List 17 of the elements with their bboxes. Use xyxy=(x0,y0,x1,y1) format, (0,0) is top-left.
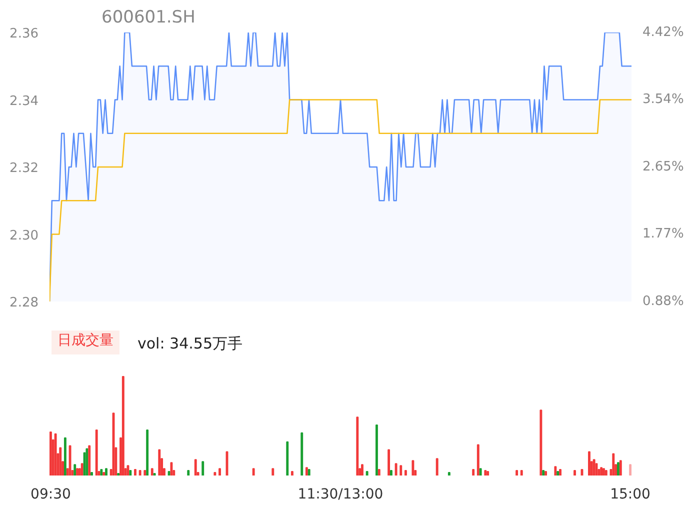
y-tick-label: 2.36 xyxy=(10,26,39,42)
chart-title: 日成交量 xyxy=(58,332,114,348)
y-tick-label: 2.30 xyxy=(10,228,39,244)
line-series xyxy=(50,99,632,302)
y2-tick-label: 1.77% xyxy=(642,226,684,242)
y2-tick-label: 2.65% xyxy=(642,160,684,174)
y2-tick-label: 4.42% xyxy=(642,25,684,40)
y2-tick-label: 0.88% xyxy=(642,294,684,309)
y2-tick-label: 3.54% xyxy=(642,92,684,107)
y-tick-label: 2.34 xyxy=(10,94,39,109)
x-tick-label: 09:30 xyxy=(30,486,71,502)
x-tick-label: 15:00 xyxy=(610,486,650,502)
chart-title: 600601.SH xyxy=(102,8,196,28)
y-tick-label: 2.32 xyxy=(10,161,39,176)
y-tick-label: 2.28 xyxy=(10,296,39,310)
text: vol: 34.55万手 xyxy=(138,334,242,352)
x-tick-label: 11:30/13:00 xyxy=(298,486,384,502)
